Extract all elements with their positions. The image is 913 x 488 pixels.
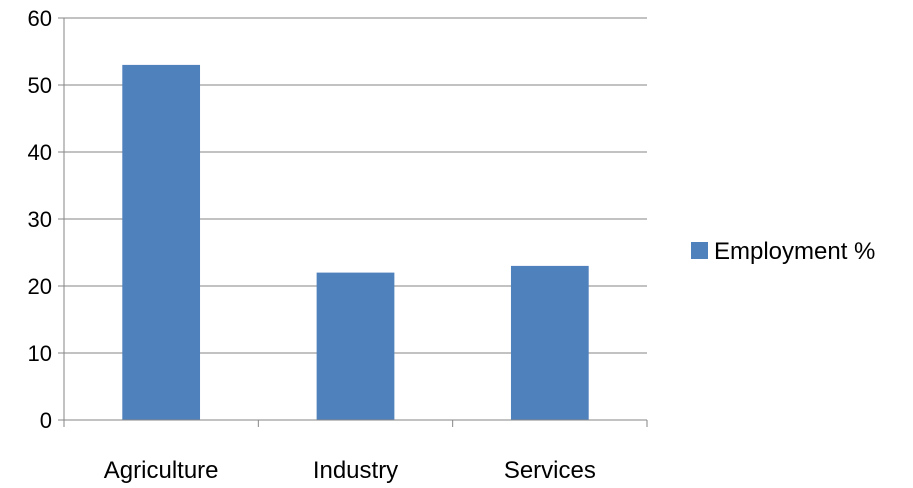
bars xyxy=(122,64,589,421)
y-tick-label: 10 xyxy=(28,341,52,366)
y-tick-label: 40 xyxy=(28,140,52,165)
x-axis-tick-labels: Agriculture Industry Services xyxy=(104,457,596,484)
bar-services xyxy=(510,265,589,420)
x-tick-label: Services xyxy=(504,457,596,484)
x-tick-label: Agriculture xyxy=(104,457,219,484)
legend-swatch xyxy=(691,242,708,259)
y-tick-label: 20 xyxy=(28,274,52,299)
legend-label: Employment % xyxy=(714,238,875,265)
x-tick-label: Industry xyxy=(313,457,398,484)
axes xyxy=(58,17,648,427)
y-tick-label: 30 xyxy=(28,207,52,232)
y-tick-label: 0 xyxy=(40,408,52,433)
y-tick-label: 50 xyxy=(28,73,52,98)
bar-agriculture xyxy=(122,64,201,421)
y-tick-label: 60 xyxy=(28,6,52,31)
bar-industry xyxy=(316,272,395,420)
legend: Employment % xyxy=(691,238,875,265)
y-axis-tick-labels: 0 10 20 30 40 50 60 xyxy=(28,6,52,433)
